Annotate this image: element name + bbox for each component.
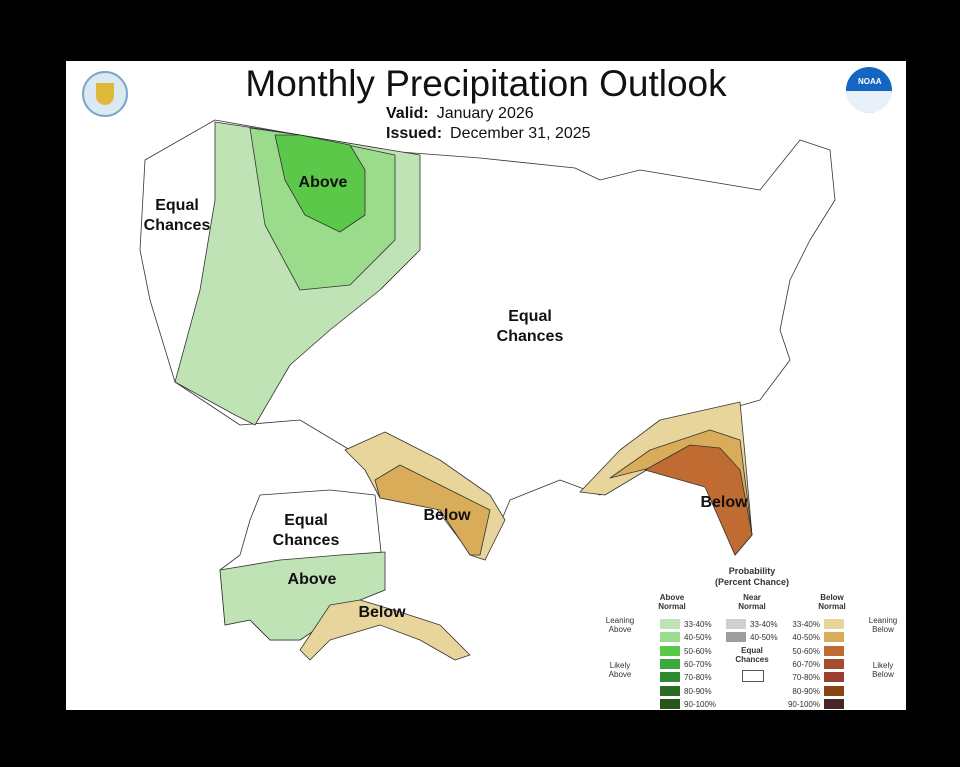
below-header: Below	[820, 593, 844, 602]
label-central-ec-1: Equal	[508, 308, 552, 325]
label-texas-below: Below	[423, 507, 471, 524]
likely-below-2: Below	[872, 670, 894, 679]
outlook-map: Equal Chances Above Equal Chances Below …	[139, 119, 836, 661]
below-header-2: Normal	[818, 602, 846, 611]
near-header-2: Normal	[738, 602, 766, 611]
above-swatch	[660, 698, 680, 709]
issued-value: December 31, 2025	[450, 125, 591, 142]
above-range-label: 90-100%	[684, 699, 717, 709]
near-header: Near	[743, 593, 761, 602]
valid-label: Valid:	[386, 105, 429, 122]
near-swatch	[726, 619, 746, 629]
below-range-label: 33-40%	[792, 620, 820, 629]
above-swatch	[660, 632, 680, 643]
region-below-florida-50-60	[644, 444, 753, 556]
below-swatch	[824, 645, 844, 656]
issued-line: Issued: December 31, 2025	[386, 125, 591, 143]
label-alaska-below: Below	[358, 604, 406, 621]
below-range-label: 80-90%	[792, 686, 820, 696]
below-swatch	[824, 619, 844, 629]
below-range-label: 60-70%	[792, 659, 820, 669]
above-header-2: Normal	[658, 602, 686, 611]
label-florida-below: Below	[700, 494, 748, 511]
legend-title: Probability	[728, 566, 776, 576]
above-swatch	[660, 645, 680, 656]
below-swatch	[824, 685, 844, 696]
leaning-above-2: Above	[608, 625, 632, 634]
above-range-label: 33-40%	[684, 620, 712, 629]
region-below-texas-40-50	[374, 464, 491, 556]
above-range-label: 70-80%	[684, 673, 712, 683]
below-swatch	[824, 672, 844, 683]
equal-chances-2: Chances	[735, 655, 769, 664]
region-alaska-below-33-40	[299, 599, 471, 661]
below-range-label: 70-80%	[792, 673, 820, 683]
below-range-label: 40-50%	[792, 633, 820, 643]
above-header: Above	[659, 593, 685, 602]
map-title: Monthly Precipitation Outlook	[245, 63, 727, 104]
label-west-ec-1: Equal	[155, 197, 199, 214]
likely-above: Likely	[609, 661, 631, 670]
label-west-ec-2: Chances	[144, 217, 211, 234]
label-north-above: Above	[299, 174, 348, 191]
legend-subtitle: (Percent Chance)	[714, 577, 790, 587]
above-swatch	[660, 685, 680, 696]
below-range-label: 50-60%	[792, 646, 820, 656]
above-range-label: 40-50%	[684, 633, 712, 643]
near-swatch	[726, 632, 746, 643]
equal-chances: Equal	[741, 646, 763, 655]
outlook-panel: NOAA Monthly Precipitation Outlook Valid…	[66, 61, 906, 710]
leaning-below-2: Below	[872, 625, 894, 634]
doc-seal-logo	[82, 71, 128, 117]
label-alaska-ec-1: Equal	[284, 512, 328, 529]
leaning-above: Leaning	[605, 616, 635, 625]
near-range-label: 33-40%	[750, 620, 778, 629]
equal-chances-swatch	[742, 670, 764, 682]
valid-value: January 2026	[436, 105, 534, 122]
region-above-50-60	[274, 134, 366, 233]
likely-below: Likely	[872, 661, 894, 670]
issued-label: Issued:	[386, 125, 443, 142]
above-range-label: 50-60%	[684, 646, 712, 656]
above-range-label: 80-90%	[684, 686, 712, 696]
valid-line: Valid: January 2026	[386, 105, 534, 123]
above-swatch	[660, 672, 680, 683]
below-swatch	[824, 632, 844, 643]
above-swatch	[660, 658, 680, 669]
near-range-label: 40-50%	[750, 633, 778, 643]
leaning-below: Leaning	[868, 616, 898, 625]
label-alaska-above: Above	[288, 571, 337, 588]
likely-above-2: Above	[608, 670, 632, 679]
noaa-logo: NOAA	[846, 67, 892, 113]
label-alaska-ec-2: Chances	[273, 532, 340, 549]
below-range-label: 90-100%	[787, 699, 820, 709]
below-swatch	[824, 698, 844, 709]
above-swatch	[660, 619, 680, 629]
above-range-label: 60-70%	[684, 659, 712, 669]
label-central-ec-2: Chances	[497, 328, 564, 345]
below-swatch	[824, 658, 844, 669]
